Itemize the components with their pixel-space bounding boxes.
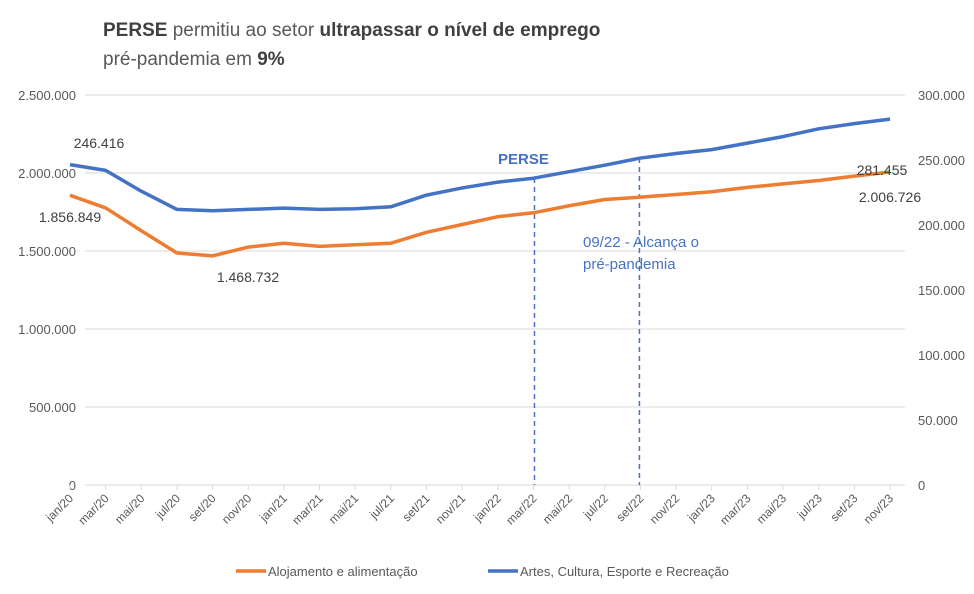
y-right-tick-label: 200.000: [918, 218, 965, 233]
y-left-tick-label: 1.500.000: [18, 244, 76, 259]
y-right-tick-label: 300.000: [918, 88, 965, 103]
x-tick-label: set/21: [400, 491, 433, 524]
x-tick-label: nov/22: [647, 491, 683, 527]
x-tick-label: mai/22: [540, 491, 576, 527]
x-tick-label: mar/22: [503, 491, 540, 528]
x-tick-label: mar/20: [75, 491, 112, 528]
x-tick-label: jul/22: [580, 491, 611, 522]
y-right-tick-label: 150.000: [918, 283, 965, 298]
y-left-tick-label: 2.000.000: [18, 166, 76, 181]
x-tick-label: mai/23: [754, 491, 790, 527]
x-tick-label: nov/20: [219, 491, 255, 527]
x-tick-label: jan/23: [684, 491, 718, 525]
y-left-tick-label: 0: [69, 478, 76, 493]
title-line-2: pré-pandemia em 9%: [103, 45, 600, 74]
x-tick-label: mar/21: [289, 491, 326, 528]
x-tick-label: set/23: [827, 491, 860, 524]
y-left-tick-label: 1.000.000: [18, 322, 76, 337]
x-tick-label: nov/23: [861, 491, 897, 527]
x-tick-label: mar/23: [717, 491, 754, 528]
y-right-tick-label: 250.000: [918, 153, 965, 168]
x-tick-label: jan/21: [256, 491, 290, 525]
x-tick-label: nov/21: [433, 491, 469, 527]
series-line: [69, 170, 891, 258]
annotation-text: 09/22 - Alcança o: [583, 234, 699, 251]
title-segment: 9%: [257, 49, 285, 70]
y-right-tick-label: 100.000: [918, 348, 965, 363]
data-label: 2.006.726: [859, 189, 921, 205]
title-segment: PERSE: [103, 20, 168, 41]
x-tick-label: set/22: [614, 491, 647, 524]
annotation-text: PERSE: [498, 151, 549, 168]
y-right-tick-label: 0: [918, 478, 925, 493]
data-label: 1.468.732: [217, 269, 279, 285]
x-tick-label: mai/20: [112, 491, 148, 527]
y-right-tick-label: 50.000: [918, 413, 958, 428]
title-segment: ultrapassar o nível de emprego: [319, 20, 601, 41]
data-label: 246.416: [74, 135, 125, 151]
x-tick-label: mai/21: [326, 491, 362, 527]
data-label: 281.455: [857, 162, 908, 178]
x-tick-label: jul/23: [794, 491, 825, 522]
legend-label: Artes, Cultura, Esporte e Recreação: [520, 564, 729, 579]
title-segment: pré-pandemia: [103, 49, 226, 70]
title-segment: em: [225, 49, 258, 70]
series-line: [69, 117, 891, 213]
x-tick-label: set/20: [186, 491, 219, 524]
legend-label: Alojamento e alimentação: [268, 564, 418, 579]
data-label: 1.856.849: [39, 209, 101, 225]
y-left-tick-label: 500.000: [29, 400, 76, 415]
chart-title: PERSE permitiu ao setor ultrapassar o ní…: [103, 16, 600, 74]
x-tick-label: jul/21: [366, 491, 397, 522]
annotation-text: pré-pandemia: [583, 256, 676, 273]
title-segment: permitiu ao setor: [167, 20, 320, 41]
x-tick-label: jul/20: [152, 491, 183, 522]
title-line-1: PERSE permitiu ao setor ultrapassar o ní…: [103, 16, 600, 45]
y-left-tick-label: 2.500.000: [18, 88, 76, 103]
x-tick-label: jan/22: [470, 491, 504, 525]
x-tick-label: jan/20: [42, 491, 76, 525]
